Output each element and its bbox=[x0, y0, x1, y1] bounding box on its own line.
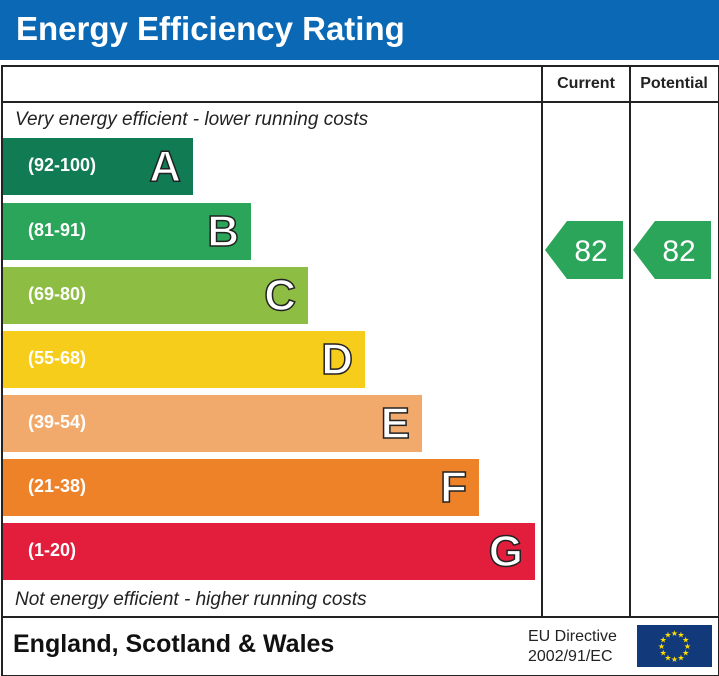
star-icon: ★ bbox=[684, 642, 691, 651]
star-icon: ★ bbox=[660, 649, 667, 658]
band-e: (39-54) E bbox=[3, 395, 422, 452]
directive-line2: 2002/91/EC bbox=[528, 648, 613, 665]
band-range: (92-100) bbox=[28, 155, 97, 175]
band-letter: F bbox=[439, 462, 467, 513]
potential-rating-value: 82 bbox=[662, 235, 695, 268]
star-icon: ★ bbox=[677, 653, 684, 662]
chart-title: Energy Efficiency Rating bbox=[16, 10, 405, 47]
eu-flag-icon: ★ ★★★★★★★★★★★ bbox=[637, 625, 712, 667]
divider bbox=[629, 65, 631, 618]
band-letter: A bbox=[148, 141, 181, 192]
band-g: (1-20) G bbox=[3, 523, 535, 580]
band-f: (21-38) F bbox=[3, 459, 479, 516]
top-note: Very energy efficient - lower running co… bbox=[15, 109, 369, 130]
band-range: (69-80) bbox=[28, 284, 87, 304]
star-icon: ★ bbox=[660, 636, 667, 645]
band-range: (55-68) bbox=[28, 348, 87, 368]
star-icon: ★ bbox=[682, 636, 689, 645]
divider bbox=[1, 101, 718, 103]
star-icon: ★ bbox=[664, 631, 671, 640]
eu-directive: EU Directive 2002/91/EC bbox=[528, 627, 617, 667]
star-icon: ★ bbox=[658, 642, 665, 651]
band-letter: D bbox=[320, 334, 353, 385]
arrow-shape bbox=[545, 221, 623, 279]
band-c: (69-80) C bbox=[3, 267, 308, 324]
band-range: (1-20) bbox=[28, 540, 77, 560]
band-range: (81-91) bbox=[28, 220, 87, 240]
star-icon: ★ bbox=[682, 649, 689, 658]
star-icon: ★ bbox=[664, 653, 671, 662]
directive-line1: EU Directive bbox=[528, 628, 617, 645]
band-a: (92-100) A bbox=[3, 138, 193, 195]
column-header-current: Current bbox=[557, 75, 615, 92]
band-b: (81-91) B bbox=[3, 203, 251, 260]
star-icon: ★ bbox=[677, 631, 684, 640]
band-range: (21-38) bbox=[28, 476, 87, 496]
band-letter: E bbox=[380, 398, 411, 449]
band-d: (55-68) D bbox=[3, 331, 365, 388]
potential-rating-arrow: 82 bbox=[633, 221, 711, 279]
current-rating-arrow: 82 bbox=[545, 221, 623, 279]
divider bbox=[541, 65, 543, 618]
header: Energy Efficiency Rating bbox=[0, 0, 719, 60]
band-letter: G bbox=[488, 526, 524, 577]
band-range: (39-54) bbox=[28, 412, 87, 432]
footer-region: England, Scotland & Wales bbox=[13, 630, 335, 658]
band-letter: B bbox=[206, 206, 239, 257]
arrow-shape bbox=[633, 221, 711, 279]
divider bbox=[1, 616, 718, 618]
band-letter: C bbox=[263, 270, 296, 321]
column-header-potential: Potential bbox=[640, 75, 708, 92]
bottom-note: Not energy efficient - higher running co… bbox=[15, 589, 367, 610]
star-icon: ★ bbox=[671, 629, 678, 638]
current-rating-value: 82 bbox=[574, 235, 607, 268]
star-icon: ★ bbox=[671, 655, 678, 664]
